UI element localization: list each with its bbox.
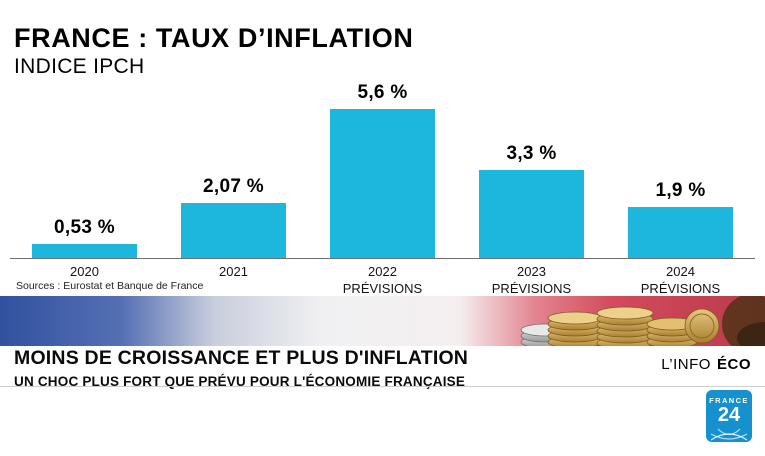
lower-third-banner: MOINS DE CROISSANCE ET PLUS D'INFLATION … [14, 347, 468, 389]
bar-chart: 0,53 % 2,07 % 5,6 % 3,3 % 1,9 % 2020 2021 2022… [10, 82, 755, 298]
x-tick-label: 2023 PRÉVISIONS [491, 264, 572, 296]
bar-value-label: 5,6 % [357, 81, 408, 103]
bar-value-label: 0,53 % [54, 216, 115, 238]
page-title: FRANCE : TAUX D’INFLATION [14, 23, 414, 53]
banner-subheadline: UN CHOC PLUS FORT QUE PRÉVU POUR L'ÉCONO… [14, 374, 466, 389]
bar-value-label: 1,9 % [655, 180, 706, 202]
french-flag-coins-image [0, 296, 765, 346]
bar-value-label: 2,07 % [203, 175, 264, 197]
bar-column: 5,6 % [308, 82, 457, 258]
france24-logo-number: 24 [717, 404, 741, 426]
x-tick-label: 2024 PRÉVISIONS [640, 264, 721, 296]
program-title-bold: ÉCO [716, 356, 751, 373]
page-subtitle: INDICE IPCH [14, 55, 145, 79]
france24-logo: FRANCE 24 [706, 390, 752, 442]
bar [32, 243, 137, 258]
x-tick-label: 2022 PRÉVISIONS [342, 264, 423, 296]
bar-column: 1,9 % [606, 180, 755, 258]
bars-row: 0,53 % 2,07 % 5,6 % 3,3 % 1,9 % [10, 82, 755, 258]
banner-headline: MOINS DE CROISSANCE ET PLUS D'INFLATION [14, 347, 469, 369]
globe-icon [710, 428, 748, 441]
bar-column: 2,07 % [159, 176, 308, 258]
divider [0, 386, 765, 387]
bar [628, 207, 733, 258]
source-note: Sources : Eurostat et Banque de France [16, 280, 204, 292]
program-title-light: L’INFO [661, 356, 711, 373]
bar-column: 0,53 % [10, 217, 159, 258]
program-title: L’INFO ÉCO [661, 356, 751, 373]
bar-value-label: 3,3 % [506, 143, 557, 164]
coin-stacks-icon [520, 296, 765, 346]
x-tick-label: 2020 [70, 264, 99, 279]
bar [479, 170, 584, 258]
ticks-row: 2020 2021 2022 PRÉVISIONS 2023 PRÉVISIONS 2024… [10, 258, 755, 298]
france24-logo-text: FRANCE [709, 396, 749, 405]
flag-strip-graphic [0, 296, 765, 346]
x-tick-label: 2021 [219, 264, 248, 279]
bar-column: 3,3 % [457, 143, 606, 258]
chart-header: FRANCE : TAUX D’INFLATION INDICE IPCH [14, 24, 413, 79]
bar [330, 108, 435, 258]
bar [181, 202, 286, 258]
